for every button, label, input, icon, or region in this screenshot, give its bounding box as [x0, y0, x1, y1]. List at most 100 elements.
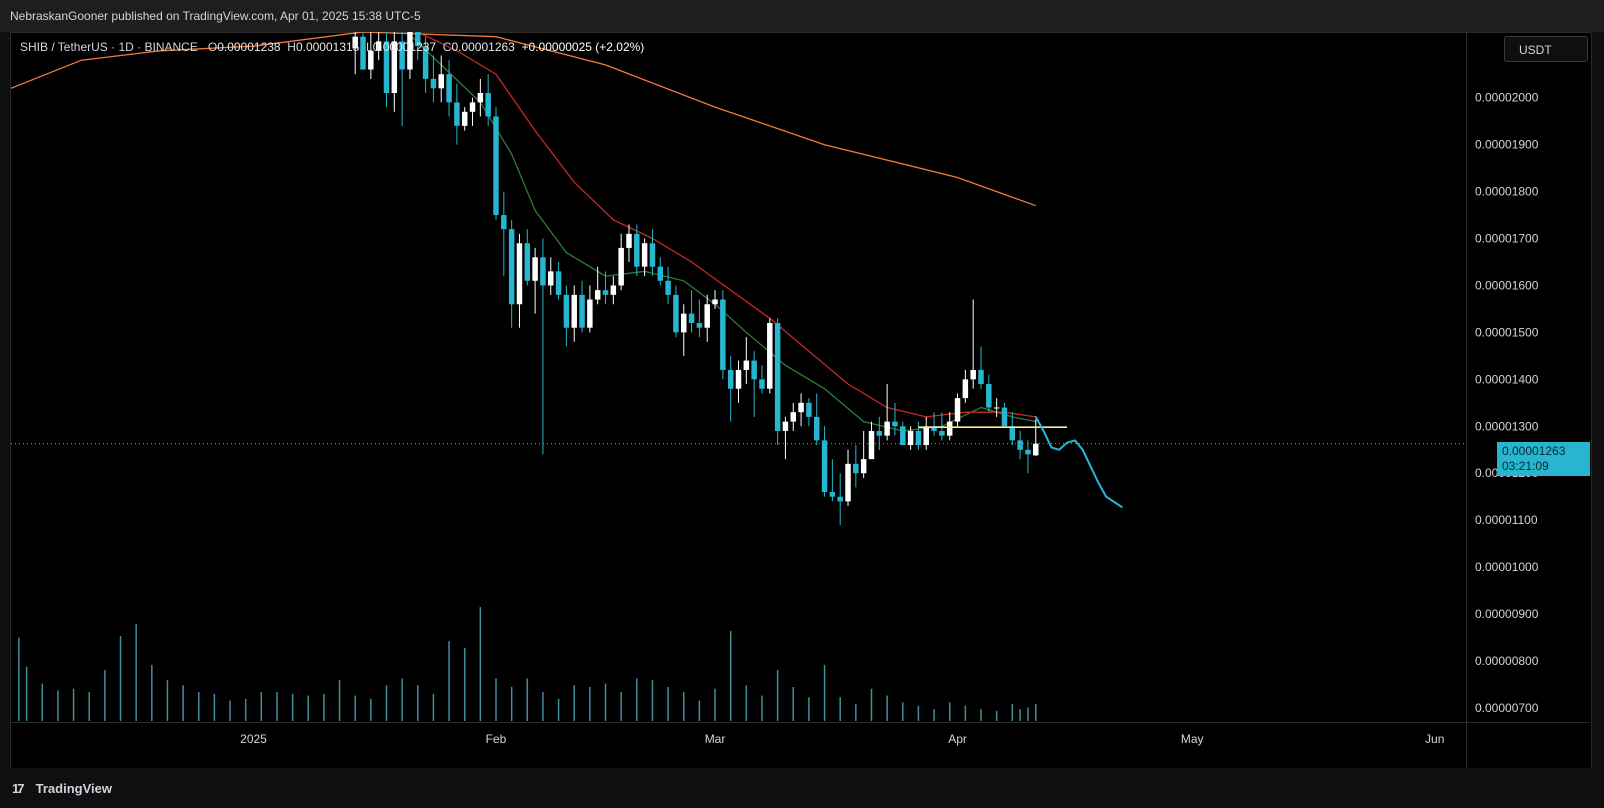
- last-price-value: 0.00001263: [1502, 444, 1566, 458]
- volume-bar: [182, 685, 184, 721]
- candle-body: [923, 426, 929, 446]
- volume-bar: [636, 678, 638, 721]
- bar-countdown: 03:21:09: [1502, 459, 1549, 473]
- close-value: 0.00001263: [451, 40, 515, 54]
- volume-bar: [338, 680, 341, 721]
- volume-bar: [25, 666, 28, 721]
- volume-bar: [1027, 707, 1029, 721]
- candle-body: [657, 266, 664, 281]
- volume-bar: [385, 685, 388, 721]
- candle-body: [939, 430, 945, 436]
- candle-body: [524, 243, 531, 281]
- candle-body: [1001, 407, 1008, 427]
- symbol-legend: SHIB / TetherUS · 1D · BINANCE O0.000012…: [20, 40, 644, 54]
- candle-body: [743, 360, 750, 370]
- publisher-bar: NebraskanGooner published on TradingView…: [0, 0, 1604, 32]
- x-axis-tick-label: 2025: [240, 732, 267, 746]
- candle-body: [415, 32, 421, 47]
- volume-bar: [682, 692, 685, 721]
- volume-bar: [823, 664, 826, 721]
- candle-body: [501, 215, 507, 230]
- candle-body: [665, 280, 671, 295]
- volume-bar: [72, 688, 75, 721]
- candle-body: [1033, 443, 1039, 456]
- candle-body: [868, 430, 875, 460]
- candle-body: [438, 74, 444, 89]
- candle-body: [477, 93, 484, 103]
- candle-body: [767, 323, 773, 389]
- tradingview-logo[interactable]: 17 TradingView: [12, 781, 112, 796]
- tradingview-logo-icon: 17: [12, 781, 24, 796]
- volume-bar: [495, 678, 497, 721]
- candle-body: [1025, 449, 1031, 455]
- volume-bar: [714, 688, 716, 721]
- volume-bar: [745, 685, 748, 721]
- candle-body: [954, 398, 961, 422]
- candle-body: [548, 271, 554, 286]
- volume-bar: [229, 700, 231, 721]
- candle-body: [469, 102, 476, 112]
- x-axis-tick-label: Jun: [1425, 732, 1444, 746]
- candle-body: [430, 78, 437, 89]
- volume-bar: [448, 641, 450, 721]
- candle-body: [634, 233, 640, 267]
- symbol-name[interactable]: SHIB / TetherUS · 1D · BINANCE: [20, 40, 198, 54]
- candle-body: [407, 32, 413, 70]
- candle-body: [782, 421, 789, 431]
- candle-body: [375, 41, 382, 51]
- volume-bar: [479, 607, 482, 721]
- volume-bar: [917, 705, 920, 721]
- candle-body: [540, 257, 546, 286]
- volume-bar: [604, 683, 607, 721]
- candle-body: [860, 459, 867, 474]
- volume-bar: [526, 678, 529, 721]
- candle-body: [829, 492, 836, 497]
- candle-body: [422, 46, 429, 79]
- volume-bar: [135, 624, 137, 721]
- volume-bar: [839, 697, 841, 721]
- currency-button[interactable]: USDT: [1504, 36, 1588, 62]
- candle-body: [555, 271, 562, 295]
- volume-bar: [620, 692, 622, 721]
- candle-body: [485, 93, 491, 117]
- candle-body: [774, 323, 781, 431]
- candle-body: [493, 116, 499, 216]
- candle-body: [759, 379, 765, 389]
- volume-bar: [980, 709, 982, 721]
- y-axis-tick-label: 0.00002000: [1475, 91, 1539, 105]
- candle-body: [751, 360, 757, 380]
- candle-body: [946, 421, 953, 436]
- candle-body: [798, 402, 804, 413]
- candle-body: [579, 294, 585, 328]
- volume-bar: [260, 692, 263, 721]
- candle-body: [931, 426, 937, 431]
- candle-body: [704, 304, 710, 328]
- candle-body: [978, 369, 984, 385]
- volume-bar: [291, 693, 294, 721]
- volume-bar: [573, 685, 575, 721]
- candle-body: [594, 290, 601, 300]
- candle-body: [900, 426, 906, 446]
- volume-bar: [729, 630, 732, 721]
- volume-bar: [463, 647, 466, 721]
- candle-body: [813, 416, 820, 441]
- candle-body: [649, 243, 656, 267]
- candle-body: [986, 384, 992, 408]
- volume-bar: [870, 688, 873, 721]
- tradingview-brand-text: TradingView: [35, 781, 112, 796]
- footer-bar: [0, 768, 1604, 808]
- high-value: 0.00001315: [295, 40, 360, 54]
- moving-average-line-3: [11, 32, 1037, 207]
- volume-bar: [88, 692, 90, 721]
- volume-bar: [197, 692, 200, 721]
- volume-bar: [995, 710, 998, 721]
- y-axis-tick-label: 0.00001400: [1475, 372, 1539, 386]
- volume-bar: [323, 693, 325, 721]
- plot-area: [11, 32, 1466, 721]
- candle-body: [1009, 426, 1016, 441]
- volume-bar: [902, 702, 904, 721]
- high-label: H: [287, 40, 296, 54]
- volume-bar: [104, 670, 106, 721]
- last-price-tag: 0.00001263 03:21:09: [1497, 442, 1590, 476]
